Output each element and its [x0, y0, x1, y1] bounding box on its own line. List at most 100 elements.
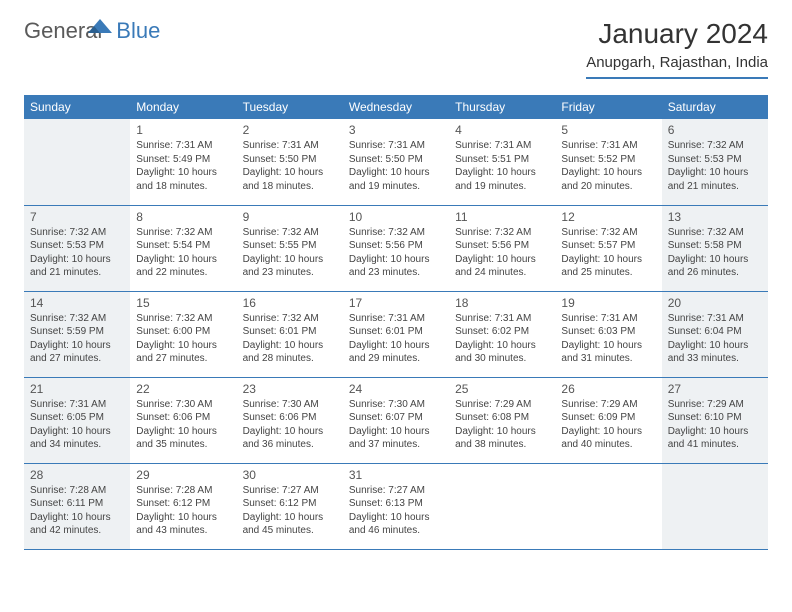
cell-line-sr: Sunrise: 7:29 AM — [455, 398, 549, 412]
calendar-body: 1Sunrise: 7:31 AMSunset: 5:49 PMDaylight… — [24, 119, 768, 549]
day-number: 11 — [455, 209, 549, 225]
cell-line-ss: Sunset: 6:10 PM — [668, 411, 762, 425]
cell-line-sr: Sunrise: 7:32 AM — [30, 226, 124, 240]
day-number: 13 — [668, 209, 762, 225]
cell-line-sr: Sunrise: 7:29 AM — [668, 398, 762, 412]
cell-line-d1: Daylight: 10 hours — [455, 339, 549, 353]
cell-line-ss: Sunset: 6:06 PM — [136, 411, 230, 425]
cell-line-d2: and 33 minutes. — [668, 352, 762, 366]
brand-logo: General Blue — [24, 18, 160, 44]
calendar-cell: 15Sunrise: 7:32 AMSunset: 6:00 PMDayligh… — [130, 291, 236, 377]
cell-line-d1: Daylight: 10 hours — [243, 511, 337, 525]
title-block: January 2024 Anupgarh, Rajasthan, India — [586, 18, 768, 79]
day-number: 4 — [455, 122, 549, 138]
cell-line-d2: and 24 minutes. — [455, 266, 549, 280]
day-number: 2 — [243, 122, 337, 138]
calendar-table: Sunday Monday Tuesday Wednesday Thursday… — [24, 95, 768, 550]
calendar-row: 21Sunrise: 7:31 AMSunset: 6:05 PMDayligh… — [24, 377, 768, 463]
cell-line-d1: Daylight: 10 hours — [136, 425, 230, 439]
calendar-cell: 12Sunrise: 7:32 AMSunset: 5:57 PMDayligh… — [555, 205, 661, 291]
calendar-cell: 5Sunrise: 7:31 AMSunset: 5:52 PMDaylight… — [555, 119, 661, 205]
cell-line-d1: Daylight: 10 hours — [136, 339, 230, 353]
cell-line-d2: and 27 minutes. — [136, 352, 230, 366]
day-number: 30 — [243, 467, 337, 483]
cell-line-d2: and 29 minutes. — [349, 352, 443, 366]
cell-line-sr: Sunrise: 7:32 AM — [668, 139, 762, 153]
calendar-cell: 2Sunrise: 7:31 AMSunset: 5:50 PMDaylight… — [237, 119, 343, 205]
weekday-header: Monday — [130, 95, 236, 119]
cell-line-ss: Sunset: 6:01 PM — [243, 325, 337, 339]
cell-line-d1: Daylight: 10 hours — [30, 425, 124, 439]
cell-line-d1: Daylight: 10 hours — [668, 166, 762, 180]
cell-line-d1: Daylight: 10 hours — [455, 253, 549, 267]
cell-line-sr: Sunrise: 7:32 AM — [561, 226, 655, 240]
calendar-cell: 27Sunrise: 7:29 AMSunset: 6:10 PMDayligh… — [662, 377, 768, 463]
cell-line-ss: Sunset: 5:56 PM — [349, 239, 443, 253]
calendar-cell: 10Sunrise: 7:32 AMSunset: 5:56 PMDayligh… — [343, 205, 449, 291]
day-number: 6 — [668, 122, 762, 138]
cell-line-sr: Sunrise: 7:30 AM — [136, 398, 230, 412]
cell-line-d2: and 45 minutes. — [243, 524, 337, 538]
cell-line-sr: Sunrise: 7:29 AM — [561, 398, 655, 412]
page-title: January 2024 — [586, 18, 768, 50]
calendar-cell: 13Sunrise: 7:32 AMSunset: 5:58 PMDayligh… — [662, 205, 768, 291]
day-number: 29 — [136, 467, 230, 483]
cell-line-d2: and 30 minutes. — [455, 352, 549, 366]
calendar-cell: 3Sunrise: 7:31 AMSunset: 5:50 PMDaylight… — [343, 119, 449, 205]
cell-line-ss: Sunset: 6:11 PM — [30, 497, 124, 511]
calendar-cell: 21Sunrise: 7:31 AMSunset: 6:05 PMDayligh… — [24, 377, 130, 463]
calendar-row: 28Sunrise: 7:28 AMSunset: 6:11 PMDayligh… — [24, 463, 768, 549]
cell-line-d1: Daylight: 10 hours — [243, 425, 337, 439]
cell-line-d1: Daylight: 10 hours — [455, 166, 549, 180]
cell-line-d1: Daylight: 10 hours — [349, 511, 443, 525]
cell-line-sr: Sunrise: 7:31 AM — [349, 139, 443, 153]
cell-line-ss: Sunset: 5:52 PM — [561, 153, 655, 167]
day-number: 18 — [455, 295, 549, 311]
calendar-cell — [449, 463, 555, 549]
cell-line-ss: Sunset: 6:06 PM — [243, 411, 337, 425]
calendar-cell: 8Sunrise: 7:32 AMSunset: 5:54 PMDaylight… — [130, 205, 236, 291]
calendar-cell: 7Sunrise: 7:32 AMSunset: 5:53 PMDaylight… — [24, 205, 130, 291]
calendar-cell: 20Sunrise: 7:31 AMSunset: 6:04 PMDayligh… — [662, 291, 768, 377]
cell-line-d1: Daylight: 10 hours — [668, 339, 762, 353]
cell-line-d2: and 31 minutes. — [561, 352, 655, 366]
cell-line-d1: Daylight: 10 hours — [561, 339, 655, 353]
cell-line-d2: and 25 minutes. — [561, 266, 655, 280]
calendar-cell: 26Sunrise: 7:29 AMSunset: 6:09 PMDayligh… — [555, 377, 661, 463]
calendar-row: 7Sunrise: 7:32 AMSunset: 5:53 PMDaylight… — [24, 205, 768, 291]
day-number: 31 — [349, 467, 443, 483]
cell-line-d2: and 41 minutes. — [668, 438, 762, 452]
day-number: 9 — [243, 209, 337, 225]
day-number: 20 — [668, 295, 762, 311]
cell-line-ss: Sunset: 6:12 PM — [243, 497, 337, 511]
calendar-cell: 1Sunrise: 7:31 AMSunset: 5:49 PMDaylight… — [130, 119, 236, 205]
cell-line-sr: Sunrise: 7:31 AM — [30, 398, 124, 412]
location-label: Anupgarh, Rajasthan, India — [586, 54, 768, 79]
cell-line-d2: and 27 minutes. — [30, 352, 124, 366]
cell-line-ss: Sunset: 6:08 PM — [455, 411, 549, 425]
calendar-cell: 29Sunrise: 7:28 AMSunset: 6:12 PMDayligh… — [130, 463, 236, 549]
cell-line-d1: Daylight: 10 hours — [349, 339, 443, 353]
calendar-cell: 9Sunrise: 7:32 AMSunset: 5:55 PMDaylight… — [237, 205, 343, 291]
day-number: 7 — [30, 209, 124, 225]
cell-line-ss: Sunset: 6:12 PM — [136, 497, 230, 511]
cell-line-sr: Sunrise: 7:32 AM — [30, 312, 124, 326]
cell-line-d2: and 18 minutes. — [136, 180, 230, 194]
cell-line-ss: Sunset: 6:03 PM — [561, 325, 655, 339]
calendar-cell: 6Sunrise: 7:32 AMSunset: 5:53 PMDaylight… — [662, 119, 768, 205]
cell-line-sr: Sunrise: 7:31 AM — [561, 139, 655, 153]
cell-line-sr: Sunrise: 7:31 AM — [136, 139, 230, 153]
cell-line-ss: Sunset: 6:05 PM — [30, 411, 124, 425]
cell-line-sr: Sunrise: 7:31 AM — [349, 312, 443, 326]
cell-line-d1: Daylight: 10 hours — [243, 166, 337, 180]
cell-line-ss: Sunset: 5:53 PM — [668, 153, 762, 167]
weekday-header: Friday — [555, 95, 661, 119]
cell-line-d2: and 28 minutes. — [243, 352, 337, 366]
day-number: 27 — [668, 381, 762, 397]
cell-line-sr: Sunrise: 7:28 AM — [30, 484, 124, 498]
day-number: 5 — [561, 122, 655, 138]
cell-line-sr: Sunrise: 7:31 AM — [243, 139, 337, 153]
cell-line-d2: and 21 minutes. — [668, 180, 762, 194]
day-number: 1 — [136, 122, 230, 138]
cell-line-d1: Daylight: 10 hours — [561, 166, 655, 180]
